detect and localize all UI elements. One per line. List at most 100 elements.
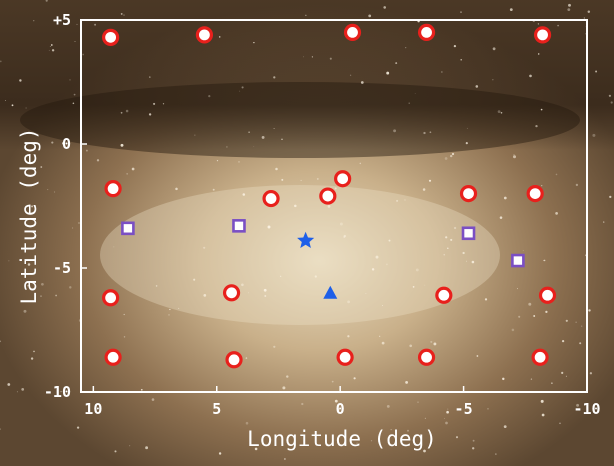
star-speck	[23, 309, 27, 313]
x-axis-label: Longitude (deg)	[247, 427, 437, 451]
star-speck	[126, 173, 128, 175]
star-speck	[579, 342, 582, 345]
star-speck	[151, 398, 155, 401]
star-speck	[497, 110, 501, 113]
star-speck	[499, 216, 503, 219]
star-speck	[565, 319, 568, 322]
star-speck	[73, 93, 76, 96]
circle-marker	[533, 26, 552, 44]
star-speck	[433, 342, 437, 346]
star-speck	[370, 440, 373, 442]
star-speck	[85, 149, 88, 152]
star-speck	[155, 285, 158, 287]
star-speck	[475, 85, 479, 88]
star-speck	[424, 417, 426, 419]
circle-marker	[417, 23, 436, 42]
star-speck	[555, 173, 558, 176]
star-speck	[466, 260, 468, 262]
star-speck	[511, 328, 515, 332]
star-speck	[33, 350, 35, 353]
circle-marker	[225, 351, 243, 369]
star-speck	[245, 357, 248, 359]
star-speck	[51, 141, 54, 144]
star-speck	[347, 335, 350, 338]
star-speck	[447, 408, 449, 410]
star-speck	[193, 278, 196, 281]
star-speck	[51, 49, 55, 52]
star-speck	[76, 426, 80, 429]
x-axis-ticks: 10 5 0 -5 -10	[84, 386, 601, 418]
y-tick-label: +5	[53, 11, 71, 29]
y-tick-label: -5	[53, 259, 71, 277]
star-speck	[472, 447, 475, 450]
star-speck	[27, 285, 29, 287]
star-speck	[587, 10, 591, 13]
star-speck	[245, 421, 249, 425]
star-speck	[476, 355, 479, 357]
star-speck	[120, 111, 123, 114]
star-speck	[72, 227, 74, 229]
star-speck	[314, 275, 317, 278]
star-speck	[69, 79, 71, 81]
star-speck	[11, 104, 14, 107]
star-speck	[445, 236, 448, 239]
star-speck	[576, 403, 580, 407]
star-speck	[305, 14, 307, 16]
star-speck	[123, 313, 125, 316]
star-speck	[583, 17, 585, 19]
star-speck	[21, 388, 25, 391]
star-speck	[383, 6, 386, 9]
star-speck	[492, 47, 496, 51]
star-speck	[336, 408, 340, 411]
star-speck	[311, 56, 314, 58]
star-speck	[409, 344, 413, 348]
star-speck	[588, 309, 591, 312]
star-speck	[444, 418, 446, 420]
star-speck	[212, 188, 215, 191]
star-speck	[495, 453, 497, 455]
star-speck	[281, 178, 284, 181]
star-speck	[282, 386, 286, 390]
circle-marker	[435, 286, 453, 304]
star-speck	[48, 49, 50, 51]
star-speck	[114, 450, 117, 453]
star-speck	[149, 76, 151, 78]
star-speck	[447, 247, 449, 249]
star-speck	[408, 102, 410, 104]
star-speck	[226, 146, 228, 148]
x-tick-label: -10	[573, 400, 600, 418]
star-speck	[153, 102, 156, 105]
circle-marker	[334, 170, 352, 188]
star-speck	[76, 23, 78, 25]
star-speck	[359, 162, 362, 165]
star-speck	[45, 0, 48, 2]
triangle-marker	[323, 285, 338, 299]
star-speck	[443, 254, 445, 256]
star-speck	[608, 94, 612, 97]
star-speck	[125, 109, 129, 113]
star-speck	[446, 410, 449, 414]
star-speck	[430, 340, 433, 343]
star-speck	[516, 288, 519, 290]
circle-marker	[222, 284, 241, 302]
bright-bulge	[100, 185, 500, 325]
plot-frame	[80, 19, 588, 393]
star-speck	[253, 146, 255, 147]
star-speck	[0, 428, 1, 430]
star-speck	[540, 108, 543, 111]
square-marker	[121, 221, 135, 236]
star-speck	[0, 340, 2, 343]
star-speck	[294, 204, 297, 208]
star-speck	[557, 24, 559, 27]
star-speck	[69, 286, 72, 289]
star-speck	[462, 251, 465, 255]
star-speck	[31, 205, 34, 208]
star-speck	[405, 381, 408, 384]
star-speck	[74, 41, 76, 43]
star-speck	[248, 131, 250, 133]
star-speck	[535, 124, 538, 128]
star-speck	[592, 133, 596, 137]
star-speck	[502, 377, 505, 381]
star-speck	[218, 452, 222, 455]
